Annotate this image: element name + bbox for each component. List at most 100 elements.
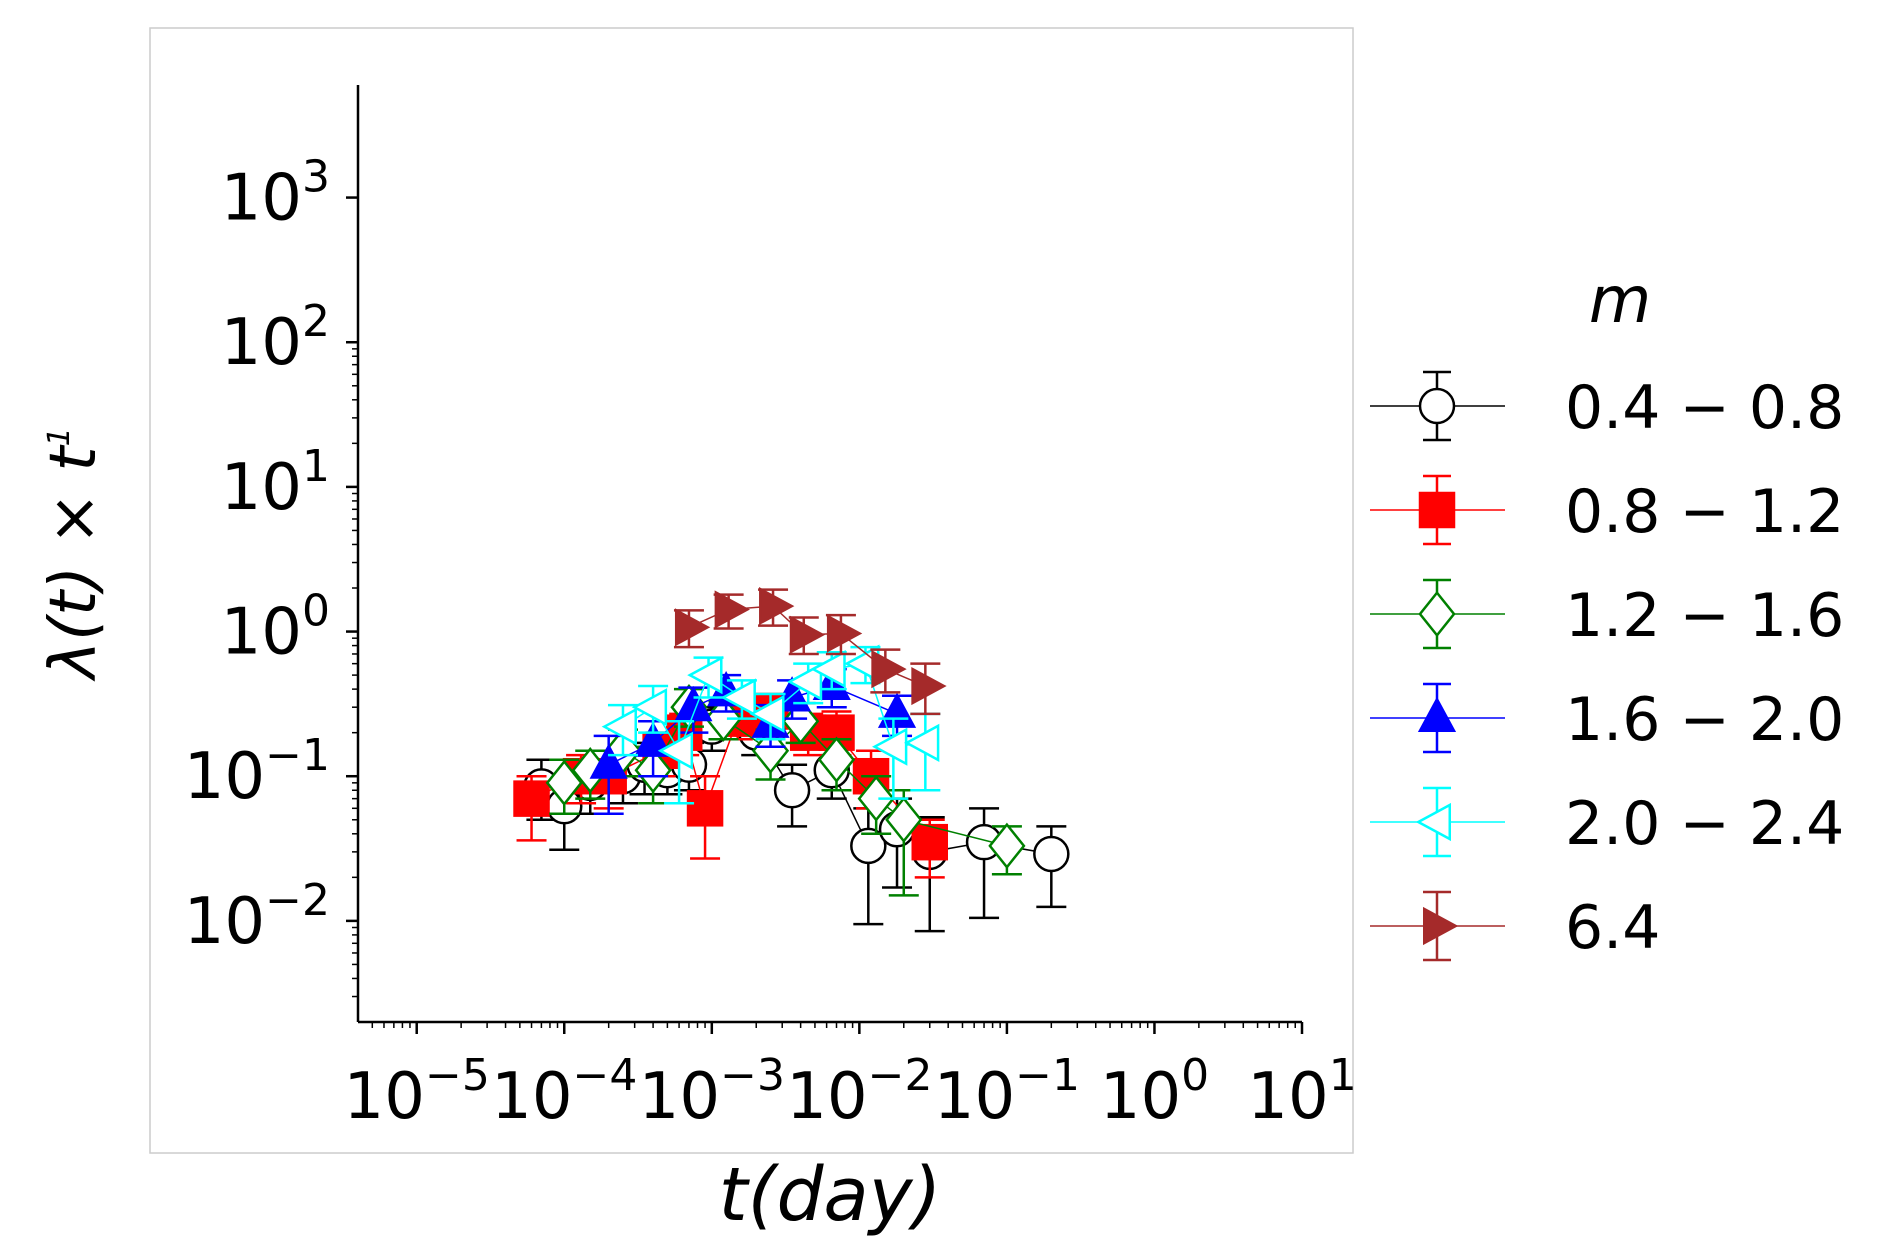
x-tick-exponent: −3 xyxy=(720,1050,785,1101)
y-tick-base: 10 xyxy=(221,451,302,525)
y-tick-label-0: 10−2 xyxy=(184,875,330,959)
x-tick-base: 10 xyxy=(1247,1060,1328,1134)
x-ticks: 10−5 10−4 10−3 10−2 10−1 100 101 xyxy=(344,1022,1357,1134)
y-axis-label: λ(t) × t1 xyxy=(37,427,111,681)
legend-marker xyxy=(1415,802,1451,842)
data-point xyxy=(545,759,583,807)
legend-label: 0.8 − 1.2 xyxy=(1565,477,1844,547)
x-tick-exponent: −1 xyxy=(1015,1050,1080,1101)
plot-area xyxy=(513,586,1070,933)
y-tick-base: 10 xyxy=(184,740,265,814)
y-tick-label-2: 100 xyxy=(221,586,330,670)
legend-marker xyxy=(1423,906,1459,946)
y-axis-label-group: λ(t) × t1 xyxy=(37,427,111,681)
legend-marker xyxy=(1418,491,1456,529)
y-tick-exponent: 2 xyxy=(302,296,330,347)
data-point xyxy=(657,731,694,770)
data-point xyxy=(631,688,668,727)
data-point xyxy=(714,590,750,629)
x-tick-exponent: −4 xyxy=(573,1050,638,1101)
y-tick-exponent: 0 xyxy=(302,586,330,637)
data-point xyxy=(674,685,713,722)
x-tick-base: 10 xyxy=(639,1060,720,1134)
data-point xyxy=(871,650,907,689)
x-tick-label-4: 10−1 xyxy=(934,1050,1080,1134)
legend-item-1: 0.8 − 1.2 xyxy=(1370,474,1844,547)
legend-item-5: 6.4 xyxy=(1370,890,1660,963)
legend-item-0: 0.4 − 0.8 xyxy=(1370,370,1844,443)
y-tick-label-3: 101 xyxy=(221,441,330,525)
y-tick-label-4: 102 xyxy=(221,296,330,380)
axes xyxy=(356,85,1302,1024)
data-point xyxy=(817,736,856,783)
legend-item-4: 2.0 − 2.4 xyxy=(1370,786,1844,859)
data-point xyxy=(759,586,795,626)
data-point xyxy=(1033,835,1070,873)
data-point xyxy=(749,694,785,733)
legend-items: 0.4 − 0.8 0.8 − 1.2 1.2 − 1.6 1.6 − 2.0 2.0 … xyxy=(1370,370,1844,963)
y-axis-label-text: λ(t) × t xyxy=(37,443,111,681)
legend-marker xyxy=(1418,387,1456,425)
y-tick-exponent: 1 xyxy=(302,441,330,492)
legend-marker xyxy=(1418,590,1456,638)
legend-item-2: 1.2 − 1.6 xyxy=(1370,578,1844,651)
data-point xyxy=(911,666,947,706)
y-tick-base: 10 xyxy=(221,162,302,236)
data-point xyxy=(826,614,863,653)
y-tick-exponent: 3 xyxy=(302,152,330,203)
y-tick-exponent: −1 xyxy=(265,730,330,781)
x-tick-base: 10 xyxy=(491,1060,572,1134)
x-tick-label-6: 101 xyxy=(1247,1050,1356,1134)
x-tick-label-2: 10−3 xyxy=(639,1050,785,1134)
x-tick-label-3: 10−2 xyxy=(786,1050,932,1134)
x-tick-exponent: 0 xyxy=(1181,1050,1209,1101)
y-tick-exponent: −2 xyxy=(265,875,330,926)
legend-label: 2.0 − 2.4 xyxy=(1565,789,1844,859)
x-axis-label: t(day) xyxy=(719,1152,942,1238)
x-tick-label-5: 100 xyxy=(1100,1050,1209,1134)
y-tick-base: 10 xyxy=(184,885,265,959)
data-point xyxy=(633,721,673,757)
data-point xyxy=(885,796,923,844)
y-tick-base: 10 xyxy=(221,306,302,380)
data-point xyxy=(589,743,628,779)
x-tick-exponent: −5 xyxy=(425,1050,490,1101)
y-tick-base: 10 xyxy=(221,596,302,670)
data-point xyxy=(687,656,723,695)
series-5 xyxy=(673,586,947,716)
data-point xyxy=(720,678,756,717)
legend: m 0.4 − 0.8 0.8 − 1.2 1.2 − 1.6 1.6 − 2.0 2.… xyxy=(1370,264,1844,963)
legend-label: 1.6 − 2.0 xyxy=(1565,685,1844,755)
x-tick-exponent: 1 xyxy=(1329,1050,1357,1101)
y-tick-label-1: 10−1 xyxy=(184,730,330,814)
data-point xyxy=(513,780,550,817)
data-point xyxy=(789,615,826,654)
legend-item-3: 1.6 − 2.0 xyxy=(1370,682,1844,755)
legend-label: 1.2 − 1.6 xyxy=(1565,581,1844,651)
data-point xyxy=(773,771,811,809)
x-tick-base: 10 xyxy=(786,1060,867,1134)
x-tick-base: 10 xyxy=(1100,1060,1181,1134)
series-4 xyxy=(601,644,941,805)
data-point xyxy=(872,727,908,766)
x-tick-label-0: 10−5 xyxy=(344,1050,490,1134)
data-point xyxy=(911,823,949,861)
data-point xyxy=(786,662,823,701)
legend-marker xyxy=(1417,696,1457,732)
data-point xyxy=(686,790,724,827)
figure-frame xyxy=(149,27,1354,1154)
data-point xyxy=(601,707,637,746)
y-axis-label-exponent: 1 xyxy=(42,427,77,446)
legend-title: m xyxy=(1589,264,1651,338)
data-point xyxy=(674,608,711,647)
data-point xyxy=(857,775,895,822)
x-tick-label-1: 10−4 xyxy=(491,1050,637,1134)
data-point xyxy=(810,650,846,689)
x-tick-base: 10 xyxy=(934,1060,1015,1134)
y-tick-label-5: 103 xyxy=(221,152,330,236)
legend-label: 0.4 − 0.8 xyxy=(1565,373,1844,443)
x-tick-exponent: −2 xyxy=(868,1050,933,1101)
x-tick-base: 10 xyxy=(344,1060,425,1134)
